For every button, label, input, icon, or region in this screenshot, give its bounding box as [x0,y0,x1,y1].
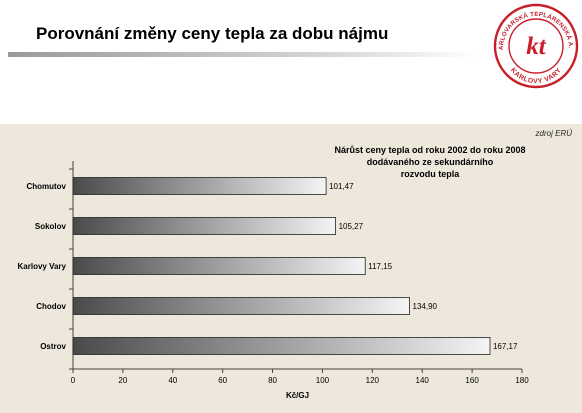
page-title: Porovnání změny ceny tepla za dobu nájmu [36,24,389,43]
chart-title-line: dodávaného ze sekundárního [366,157,494,167]
value-label: 167,17 [493,342,518,351]
bar [72,297,410,315]
bar [72,257,366,275]
x-tick-label: 0 [71,376,76,385]
bar [72,177,327,195]
chart-title-line: rozvodu tepla [400,169,460,179]
logo-monogram: kt [526,33,547,60]
category-label: Sokolov [35,222,67,231]
chart-title-line: Nárůst ceny tepla od roku 2002 do roku 2… [334,145,526,155]
x-tick-label: 140 [416,376,430,385]
x-tick-label: 60 [218,376,227,385]
value-label: 101,47 [329,182,354,191]
value-label: 134,90 [413,302,438,311]
title-underline [8,52,478,57]
company-logo: KARLOVARSKÁ TEPLÁRENSKÁ A.S. KARLOVY VAR… [492,2,579,89]
bar [72,337,491,355]
value-label: 117,15 [368,262,392,271]
x-tick-label: 180 [515,376,529,385]
x-axis-label: Kč/GJ [286,391,309,400]
category-label: Karlovy Vary [18,262,67,271]
x-tick-label: 160 [465,376,479,385]
bar-chart: 0 20 40 60 80 100 120 140 160 180 Kč/GJ Chomutov 101… [18,161,529,400]
chart-title: Nárůst ceny tepla od roku 2002 do roku 2… [310,144,550,180]
category-label: Chodov [36,302,66,311]
bar [72,217,336,235]
category-label: Chomutov [26,182,66,191]
source-note: zdroj ERÚ [535,129,572,138]
value-label: 105,27 [339,222,364,231]
x-tick-label: 100 [316,376,330,385]
x-tick-label: 80 [268,376,277,385]
x-tick-label: 120 [366,376,380,385]
category-label: Ostrov [40,342,66,351]
chart-panel: 0 20 40 60 80 100 120 140 160 180 Kč/GJ Chomutov 101… [0,124,582,413]
x-tick-label: 20 [118,376,127,385]
x-tick-label: 40 [168,376,177,385]
